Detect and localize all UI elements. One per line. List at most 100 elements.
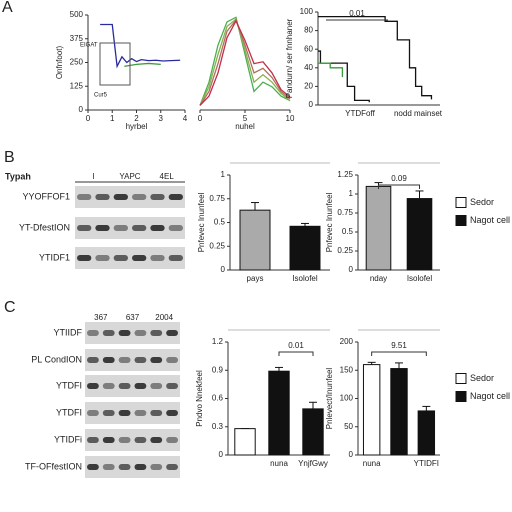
panel-label: A [2, 0, 13, 16]
blot-band [134, 437, 147, 443]
annotation: EIGAT [80, 43, 98, 49]
blot-band [166, 464, 178, 470]
blot-band [102, 410, 115, 416]
x-tick-label: pays [247, 274, 264, 283]
y-tick-label: 0 [221, 265, 226, 274]
blot-band [77, 194, 92, 200]
bar [406, 198, 433, 271]
y-tick-label: 0 [309, 100, 314, 109]
y-tick-label: 0 [219, 450, 224, 459]
x-tick-label: nuna [363, 459, 381, 468]
blot-band [166, 383, 178, 389]
blot-band [113, 255, 128, 261]
blot-band [168, 225, 183, 231]
panel-label: B [4, 149, 15, 166]
blot-band [118, 437, 131, 443]
y-tick-label: 1 [221, 170, 226, 179]
series-line [199, 17, 291, 106]
y-tick-label: 0.9 [212, 365, 224, 374]
y-tick-label: 60 [304, 44, 313, 53]
blot-band [118, 330, 131, 336]
y-tick-label: 500 [70, 10, 84, 19]
blot-band [95, 255, 110, 261]
blot-band [102, 383, 115, 389]
blot-band [77, 255, 92, 261]
y-tick-label: 0 [349, 265, 354, 274]
blot-band [113, 194, 128, 200]
y-tick-label: 50 [344, 422, 353, 431]
y-tick-label: 0.6 [212, 394, 224, 403]
blot-band [102, 437, 115, 443]
annotation: 0.09 [391, 174, 407, 183]
series-line [199, 19, 291, 106]
blot-strip [75, 247, 185, 269]
blot-band [134, 357, 147, 363]
blot-band [118, 357, 131, 363]
lane-label: 637 [126, 313, 140, 322]
row-label: YTIDF1 [39, 252, 70, 262]
blot-strip [85, 349, 180, 371]
series-line [199, 16, 291, 106]
lane-label: YAPC [119, 172, 140, 181]
y-tick-label: 20 [304, 82, 313, 91]
x-tick-label: 1 [110, 114, 115, 123]
y-axis-label: Pndvo Nnekfeel [195, 370, 204, 427]
y-tick-label: 0.5 [214, 218, 226, 227]
y-tick-label: 100 [340, 394, 354, 403]
blot-band [168, 194, 183, 200]
bracket [378, 184, 420, 189]
blot-band [95, 225, 110, 231]
bar [302, 408, 324, 456]
lane-label: I [92, 172, 94, 181]
blot-band [87, 437, 99, 443]
x-tick-label: Isolofel [407, 274, 433, 283]
blot-band [134, 464, 147, 470]
lane-label: 367 [94, 313, 108, 322]
blot-band [113, 225, 128, 231]
x-axis-label: nuhel [235, 122, 255, 131]
y-tick-label: 125 [70, 81, 84, 90]
y-axis-label: Pnlevect/Inunfeel [325, 368, 334, 430]
blot-band [150, 464, 163, 470]
y-tick-label: 0.25 [337, 246, 353, 255]
annotation: Cur5 [94, 93, 108, 99]
y-axis-label: Pandurn/ ser fnnhaner [285, 18, 294, 98]
annotation: 0.01 [349, 9, 365, 18]
blot-band [150, 225, 165, 231]
x-tick-label: 0 [198, 114, 203, 123]
blot-band [87, 410, 99, 416]
blot-band [150, 437, 163, 443]
legend-label: Nagot cell [470, 391, 510, 401]
bar [417, 410, 436, 456]
x-tick-label: Isolofel [292, 274, 318, 283]
row-label: YT-DfestION [19, 222, 70, 232]
legend-swatch [455, 197, 467, 208]
y-tick-label: 100 [300, 7, 314, 16]
y-tick-label: 1 [349, 189, 354, 198]
blot-band [168, 255, 183, 261]
y-tick-label: 0.3 [212, 422, 224, 431]
y-axis-label: Pnfevec Inunfeel [325, 192, 334, 252]
blot-band [87, 357, 99, 363]
blot-band [150, 383, 163, 389]
blot-band [166, 410, 178, 416]
x-axis-label: hyrbel [126, 122, 148, 131]
bracket [371, 351, 427, 356]
blot-band [150, 410, 163, 416]
row-label: YTIDFi [54, 434, 82, 444]
blot-header: Typah [5, 171, 31, 181]
y-tick-label: 0.5 [342, 227, 354, 236]
x-tick-label: 2 [134, 114, 139, 123]
blot-strip [85, 322, 180, 344]
blot-band [118, 383, 131, 389]
blot-strip [75, 186, 185, 208]
blot-band [118, 410, 131, 416]
y-tick-label: 150 [340, 365, 354, 374]
row-label: PL CondION [31, 354, 82, 364]
bar [268, 370, 290, 456]
annotation: 9.51 [391, 341, 407, 350]
y-tick-label: 0.25 [209, 241, 225, 250]
bar [390, 368, 408, 456]
y-tick-label: 0 [349, 450, 354, 459]
